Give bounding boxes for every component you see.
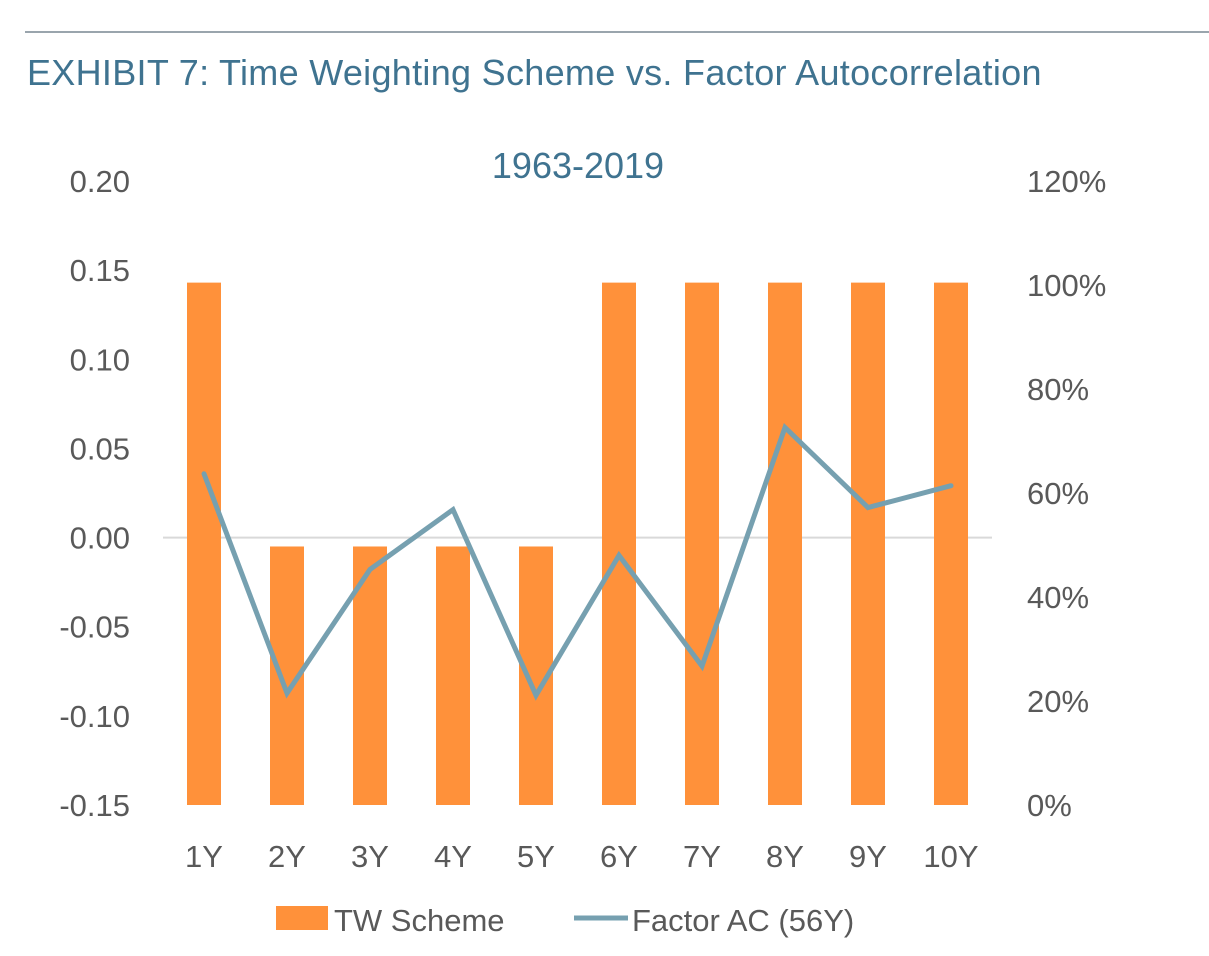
left-axis-tick-label: -0.10: [59, 699, 130, 734]
left-axis-tick-label: 0.10: [70, 342, 130, 377]
x-axis-tick-label: 8Y: [766, 839, 804, 874]
left-axis-tick-label: -0.15: [59, 788, 130, 823]
x-axis-tick-label: 1Y: [185, 839, 223, 874]
right-axis-tick-label: 20%: [1027, 684, 1089, 719]
right-axis-tick-label: 100%: [1027, 268, 1106, 303]
bar-10Y: [934, 282, 968, 805]
right-axis-tick-label: 80%: [1027, 372, 1089, 407]
left-axis-tick-label: 0.05: [70, 431, 130, 466]
x-axis-tick-label: 6Y: [600, 839, 638, 874]
top-rule: [25, 31, 1209, 33]
left-axis-tick-label: 0.00: [70, 521, 130, 556]
x-axis-tick-label: 5Y: [517, 839, 555, 874]
x-axis-tick-label: 10Y: [923, 839, 978, 874]
x-axis-tick-label: 2Y: [268, 839, 306, 874]
x-axis-tick-label: 9Y: [849, 839, 887, 874]
bar-1Y: [187, 282, 221, 805]
bar-4Y: [436, 546, 470, 805]
right-axis-tick-label: 0%: [1027, 788, 1072, 823]
exhibit-title: EXHIBIT 7: Time Weighting Scheme vs. Fac…: [27, 52, 1042, 93]
x-axis-tick-label: 3Y: [351, 839, 389, 874]
legend-label-factor-ac: Factor AC (56Y): [632, 903, 854, 938]
right-axis-tick-label: 60%: [1027, 476, 1089, 511]
x-axis-tick-label: 4Y: [434, 839, 472, 874]
legend-swatch-tw-scheme: [276, 906, 328, 930]
chart-subtitle: 1963-2019: [492, 145, 664, 186]
x-axis-tick-label: 7Y: [683, 839, 721, 874]
right-axis-tick-label: 40%: [1027, 580, 1089, 615]
right-axis-tick-label: 120%: [1027, 164, 1106, 199]
bar-8Y: [768, 282, 802, 805]
bar-7Y: [685, 282, 719, 805]
legend-label-tw-scheme: TW Scheme: [334, 903, 505, 938]
left-axis-tick-label: 0.20: [70, 164, 130, 199]
left-axis-tick-label: -0.05: [59, 610, 130, 645]
bar-6Y: [602, 282, 636, 805]
series-line-factor-ac: [201, 422, 954, 701]
left-axis-tick-label: 0.15: [70, 253, 130, 288]
bar-9Y: [851, 282, 885, 805]
